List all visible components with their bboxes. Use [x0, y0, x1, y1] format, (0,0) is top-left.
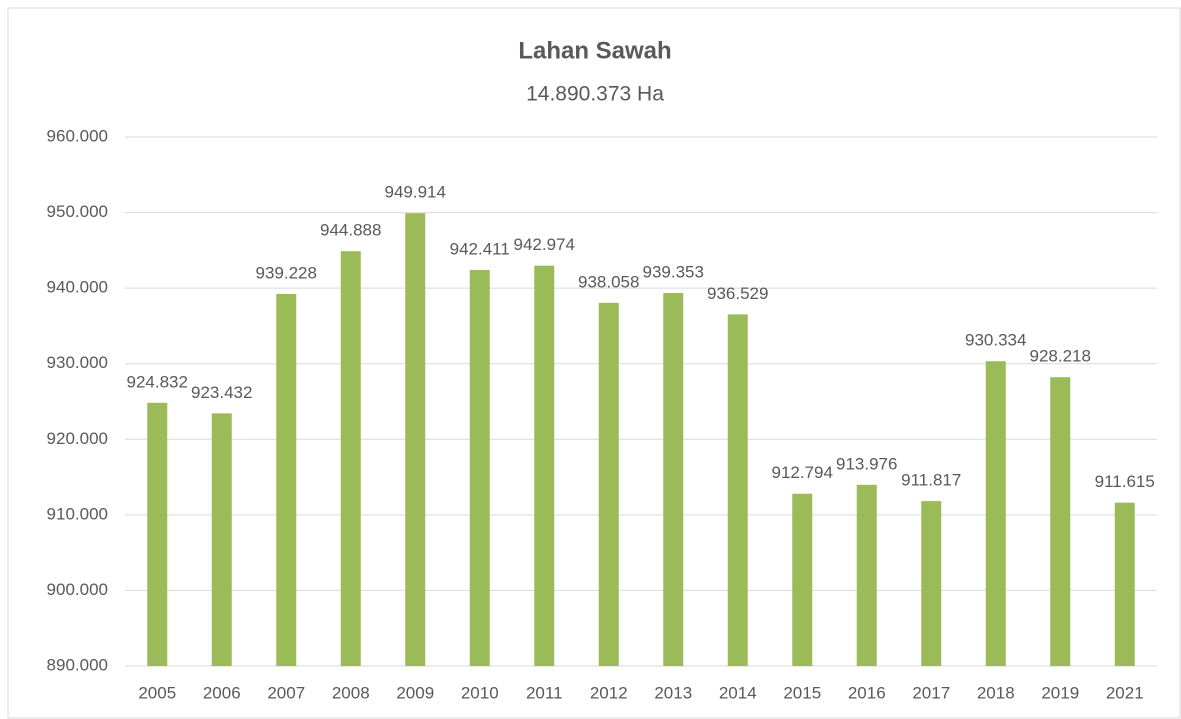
chart-frame: [7, 7, 1181, 719]
data-label: 913.976: [836, 454, 897, 473]
data-label: 912.794: [772, 463, 833, 482]
bar: [340, 251, 361, 666]
x-tick-label: 2010: [461, 683, 499, 702]
chart-title: Lahan Sawah: [518, 37, 671, 64]
y-tick-label: 910.000: [47, 504, 108, 523]
data-label: 938.058: [578, 272, 639, 291]
y-tick-label: 950.000: [47, 202, 108, 221]
y-tick-label: 930.000: [47, 353, 108, 372]
bar: [598, 302, 619, 666]
x-tick-label: 2021: [1106, 683, 1144, 702]
y-tick-label: 900.000: [47, 580, 108, 599]
bar: [921, 501, 942, 666]
bar: [1050, 377, 1071, 666]
data-label: 939.228: [256, 263, 317, 282]
bar: [534, 265, 555, 666]
x-tick-label: 2018: [977, 683, 1015, 702]
bar: [211, 413, 232, 666]
bar: [469, 269, 490, 666]
x-tick-label: 2007: [267, 683, 305, 702]
y-tick-label: 890.000: [47, 655, 108, 674]
x-tick-label: 2014: [719, 683, 757, 702]
bar: [792, 493, 813, 666]
data-label: 936.529: [707, 284, 768, 303]
data-label: 942.411: [450, 239, 510, 258]
x-tick-label: 2008: [332, 683, 370, 702]
x-tick-label: 2016: [848, 683, 886, 702]
bar: [405, 213, 426, 666]
x-tick-label: 2019: [1041, 683, 1079, 702]
x-tick-label: 2012: [590, 683, 628, 702]
y-tick-label: 920.000: [47, 429, 108, 448]
data-label: 924.832: [127, 372, 188, 391]
x-tick-label: 2005: [138, 683, 176, 702]
data-label: 911.817: [901, 471, 961, 490]
data-label: 923.432: [191, 383, 252, 402]
x-tick-label: 2017: [912, 683, 950, 702]
data-label: 928.218: [1030, 347, 1091, 366]
bar: [985, 361, 1006, 666]
data-label: 930.334: [965, 331, 1026, 350]
x-tick-label: 2006: [203, 683, 241, 702]
data-label: 944.888: [320, 221, 381, 240]
x-tick-label: 2015: [783, 683, 821, 702]
bar: [1114, 502, 1135, 666]
x-tick-label: 2009: [396, 683, 434, 702]
x-tick-label: 2013: [654, 683, 692, 702]
bar: [147, 402, 168, 666]
data-label: 949.914: [385, 183, 446, 202]
bar: [856, 484, 877, 666]
y-tick-label: 940.000: [47, 278, 108, 297]
bar: [276, 293, 297, 666]
chart-subtitle: 14.890.373 Ha: [526, 83, 664, 106]
x-tick-label: 2011: [526, 683, 563, 702]
data-label: 939.353: [643, 263, 704, 282]
data-label: 942.974: [514, 235, 575, 254]
y-tick-label: 960.000: [47, 126, 108, 145]
bar: [663, 293, 684, 666]
data-label: 911.615: [1095, 472, 1155, 491]
bar: [727, 314, 748, 666]
